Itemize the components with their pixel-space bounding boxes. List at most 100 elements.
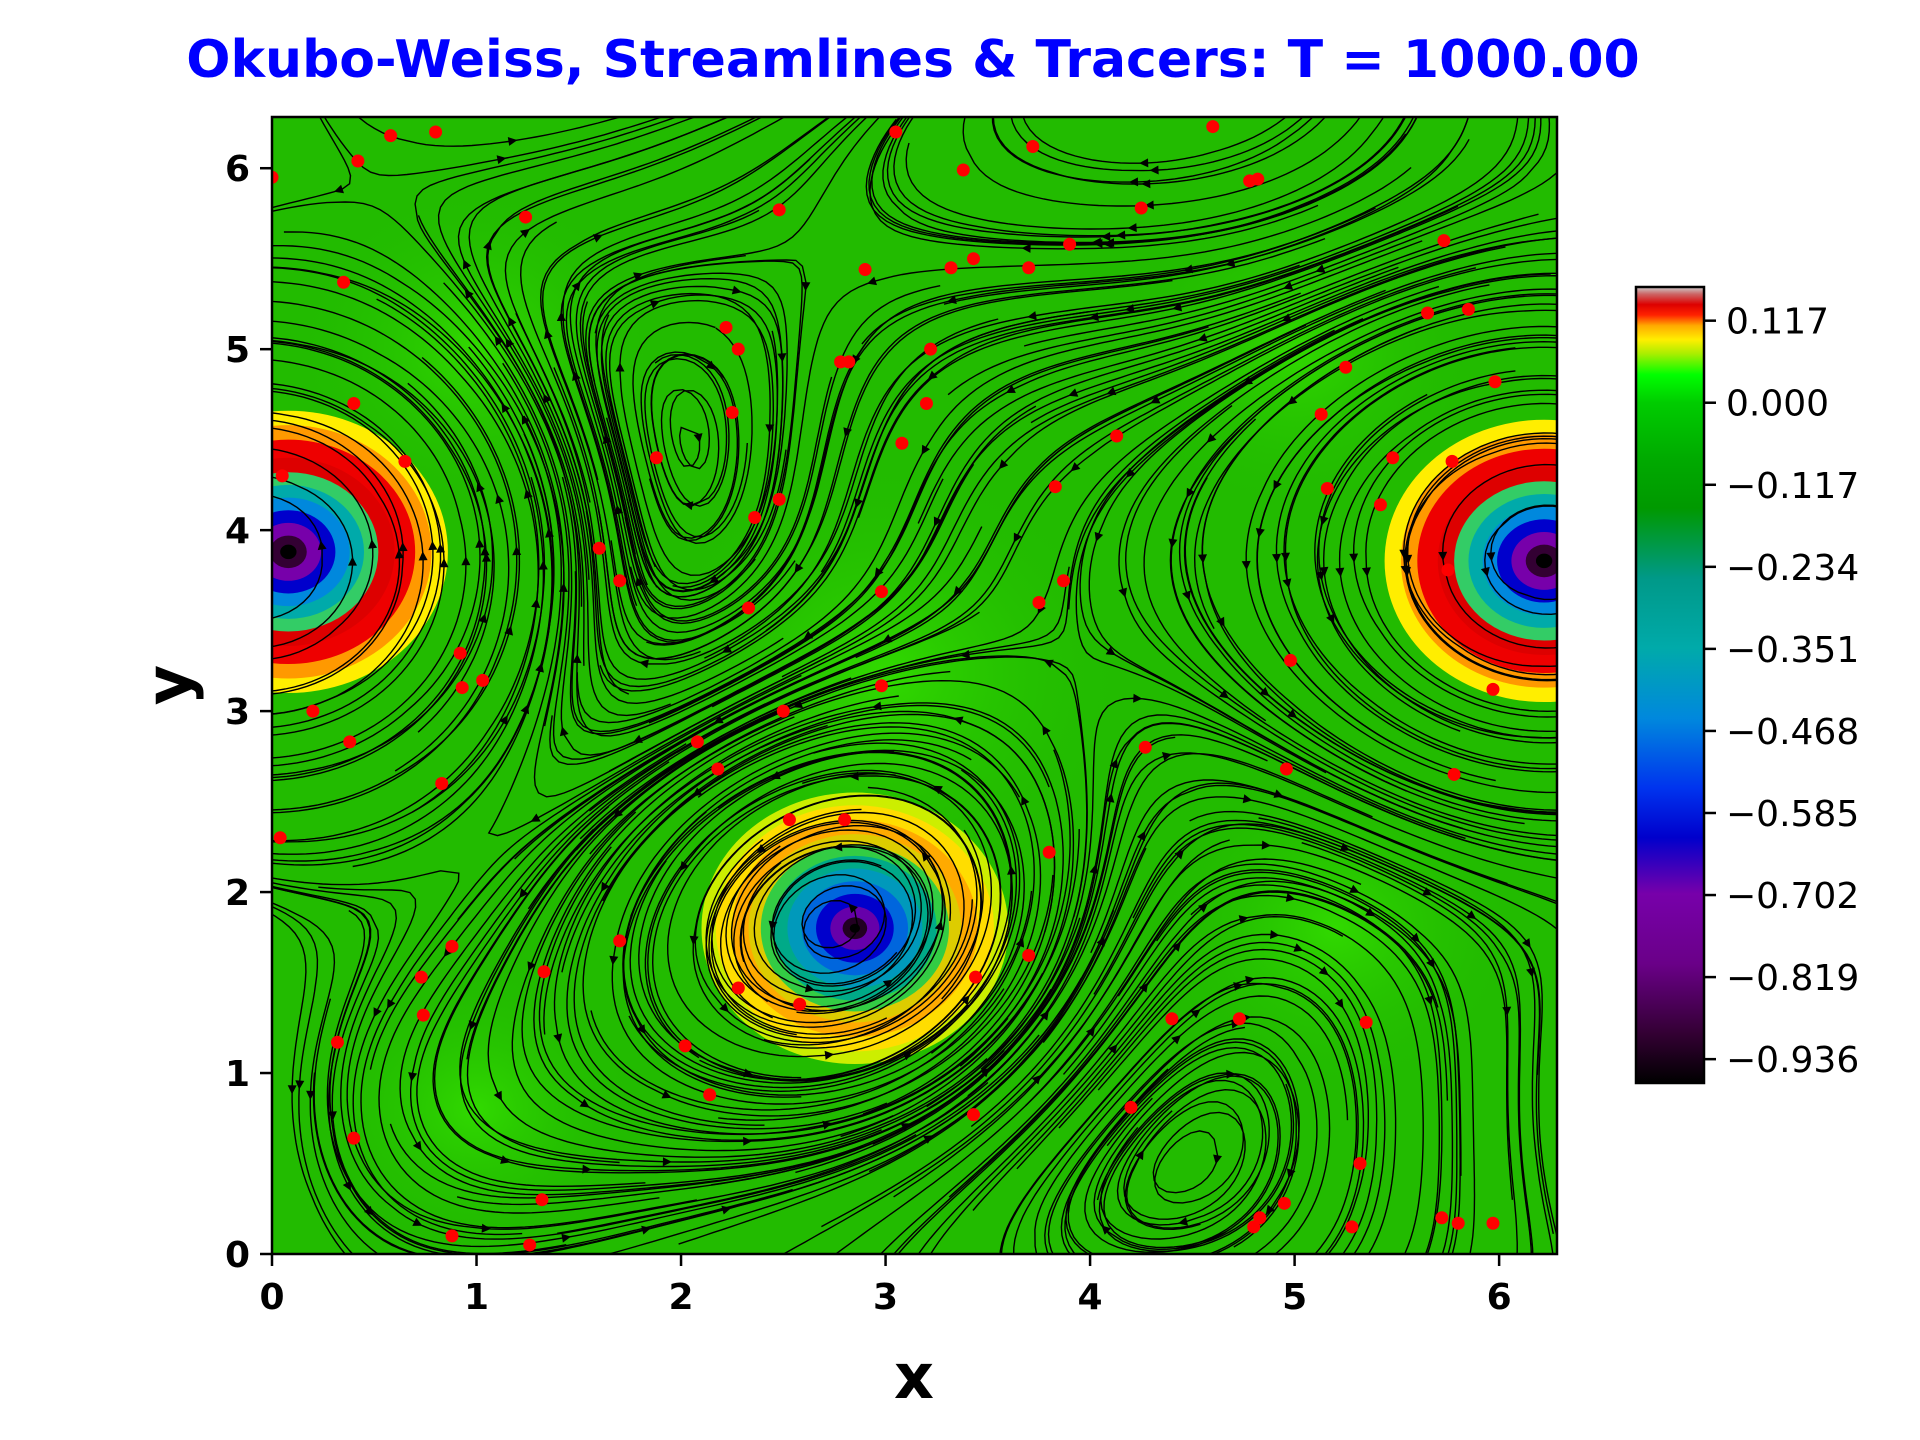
streamline-arrow <box>902 1052 913 1061</box>
tracer-point <box>1359 1015 1373 1029</box>
streamline-arrow <box>1265 1204 1275 1215</box>
tracer-point <box>351 154 365 168</box>
streamline-arrow <box>1197 333 1208 342</box>
streamline-arrow <box>556 312 566 321</box>
streamline-arrow <box>609 955 619 966</box>
vortex-ring <box>280 544 297 560</box>
tracer-point <box>889 125 903 139</box>
tracer-point <box>1110 429 1124 443</box>
streamline <box>1042 796 1557 1043</box>
streamline-arrow <box>439 558 449 568</box>
streamline-arrow <box>463 259 472 270</box>
streamline-arrow <box>334 184 344 194</box>
streamline <box>1022 117 1287 164</box>
x-tick-label: 0 <box>259 1277 284 1318</box>
streamline-arrow <box>1101 232 1111 241</box>
streamline-arrow <box>464 289 474 300</box>
streamline <box>1030 237 1557 424</box>
streamline <box>538 749 1071 1136</box>
streamline-arrow <box>1281 552 1290 562</box>
streamline <box>897 891 1449 1254</box>
streamline <box>948 894 1440 1254</box>
tracer-point <box>1451 1216 1465 1230</box>
streamline-arrow <box>524 489 533 499</box>
tracer-point <box>1284 653 1298 667</box>
streamline-arrow <box>709 574 720 584</box>
tracer-point <box>272 170 279 184</box>
streamline <box>569 292 1301 735</box>
streamline <box>1484 505 1557 616</box>
streamline-arrow <box>317 540 327 551</box>
streamline <box>511 670 951 1152</box>
tracer-point <box>1353 1157 1367 1171</box>
y-tick-label: 2 <box>225 873 250 914</box>
streamline <box>1143 288 1557 722</box>
tracer-point <box>1435 1211 1449 1225</box>
streamline <box>1245 325 1557 794</box>
streamline-arrow <box>348 556 357 566</box>
streamline <box>1275 340 1557 773</box>
streamline-arrow <box>1105 793 1115 803</box>
streamline <box>1352 393 1557 718</box>
streamline <box>678 782 1508 1245</box>
streamline <box>608 246 1506 772</box>
streamline-arrow <box>843 427 852 438</box>
tracer-point <box>1165 1012 1179 1026</box>
x-tick-label: 2 <box>669 1277 694 1318</box>
colorbar-tick-label: 0.000 <box>1726 384 1829 425</box>
tracer-point <box>519 210 533 224</box>
tracer-point <box>782 813 796 827</box>
x-tick-label: 5 <box>1282 1277 1307 1318</box>
streamline-arrow <box>1124 304 1135 313</box>
tracer-point <box>1488 375 1502 389</box>
tracer-point <box>858 263 872 277</box>
streamline <box>1075 272 1557 774</box>
streamline-arrow <box>1410 932 1420 943</box>
streamline <box>589 679 1075 1138</box>
streamline-arrow <box>505 338 515 349</box>
streamline <box>272 913 347 1254</box>
streamline-arrow <box>1422 887 1433 896</box>
streamline-arrow <box>394 549 404 559</box>
streamline-arrow <box>601 881 610 892</box>
tracers <box>272 120 1502 1252</box>
streamline <box>917 913 1424 1254</box>
streamline <box>272 320 510 772</box>
streamline-arrow <box>545 528 554 538</box>
streamline-arrow <box>1285 893 1296 902</box>
streamline <box>1132 823 1534 1254</box>
streamline <box>596 277 784 598</box>
streamline-arrow <box>662 1157 672 1167</box>
streamline <box>601 292 771 585</box>
tracer-point <box>535 1193 549 1207</box>
streamline-arrow <box>932 785 943 795</box>
streamline-arrow <box>1127 223 1137 233</box>
streamline <box>619 299 779 589</box>
tracer-point <box>1445 454 1459 468</box>
streamline-arrow <box>1522 938 1531 948</box>
tracer-point <box>772 492 786 506</box>
tracer-point <box>725 406 739 420</box>
streamline-arrow <box>387 998 396 1009</box>
streamline <box>541 117 832 481</box>
streamline <box>1301 842 1518 1254</box>
streamlines <box>272 117 1557 1254</box>
streamline <box>962 117 1361 207</box>
streamline-arrow <box>1318 966 1329 976</box>
streamline <box>590 726 1035 1111</box>
streamline-arrow <box>1106 386 1117 396</box>
streamline-arrow <box>478 613 487 624</box>
streamline-arrow <box>1109 758 1118 769</box>
streamline-arrow <box>1213 1154 1222 1165</box>
streamline-arrow <box>408 1072 418 1082</box>
streamline <box>704 117 1519 659</box>
tracer-point <box>742 601 756 615</box>
streamline-arrow <box>649 300 660 309</box>
streamline-arrow <box>571 281 581 292</box>
tracer-point <box>772 203 786 217</box>
streamline <box>459 828 1081 1163</box>
streamline <box>272 477 546 843</box>
streamline-arrow <box>1031 1074 1042 1085</box>
streamline <box>459 677 882 1168</box>
